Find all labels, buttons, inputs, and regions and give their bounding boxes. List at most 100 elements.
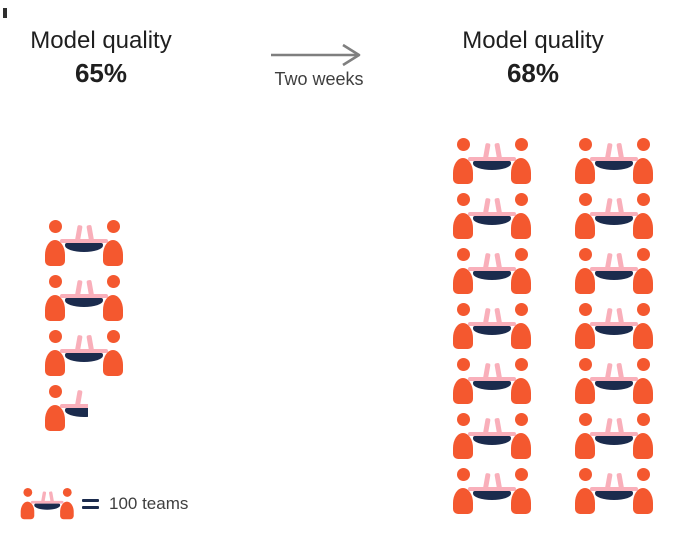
person-icon [45, 220, 65, 266]
meeting-table-icon [65, 407, 88, 417]
team-icon [44, 275, 124, 321]
laptop-screen-icon [48, 490, 54, 502]
meeting-table-icon [473, 380, 511, 390]
person-icon [575, 193, 595, 239]
laptop-screen-icon [494, 362, 502, 379]
laptop-screen-icon [616, 252, 624, 269]
meeting-table-icon [34, 503, 61, 510]
person-body [511, 488, 531, 514]
person-head [48, 220, 62, 233]
team-icon [20, 488, 74, 520]
person-body [103, 240, 123, 266]
person-body [575, 488, 595, 514]
meeting-table-icon [473, 435, 511, 445]
laptop-base-icon [590, 487, 638, 491]
person-icon [45, 385, 65, 431]
laptop-screen-icon [86, 279, 94, 296]
laptop-base-icon [468, 322, 516, 326]
person-head [48, 330, 62, 343]
person-body [103, 350, 123, 376]
team-icon [452, 358, 532, 404]
meeting-table-icon [595, 490, 633, 500]
left-quality-header: Model quality 65% [6, 26, 196, 89]
laptop-screen-icon [616, 417, 624, 434]
laptop-base-icon [468, 377, 516, 381]
person-body [633, 268, 653, 294]
person-head [514, 138, 528, 151]
person-icon [103, 330, 123, 376]
person-body [511, 378, 531, 404]
team-icon [452, 468, 532, 514]
person-icon [511, 468, 531, 514]
person-head [578, 138, 592, 151]
equals-icon [82, 499, 99, 509]
laptop-screen-icon [482, 197, 490, 214]
person-body [633, 323, 653, 349]
person-body [45, 240, 65, 266]
laptop-screen-icon [604, 142, 612, 159]
team-icon [44, 220, 124, 266]
left-quality-value: 65% [74, 58, 128, 88]
person-head [23, 488, 32, 497]
laptop-screen-icon [74, 389, 82, 406]
person-icon [453, 248, 473, 294]
person-icon [453, 138, 473, 184]
laptop-base-icon [468, 212, 516, 216]
right-quality-value: 68% [506, 58, 560, 88]
person-icon [453, 413, 473, 459]
person-body [633, 433, 653, 459]
person-icon [45, 275, 65, 321]
laptop-base-icon [30, 500, 64, 504]
laptop-base-icon [590, 212, 638, 216]
person-icon [45, 330, 65, 376]
person-body [453, 213, 473, 239]
person-body [453, 378, 473, 404]
person-head [514, 248, 528, 261]
person-body [633, 158, 653, 184]
laptop-screen-icon [494, 472, 502, 489]
person-head [106, 330, 120, 343]
laptop-screen-icon [616, 472, 624, 489]
person-icon [453, 358, 473, 404]
person-head [62, 488, 72, 497]
person-head [456, 413, 470, 426]
person-head [636, 138, 650, 151]
laptop-screen-icon [74, 279, 82, 296]
person-head [456, 193, 470, 206]
meeting-table-icon [473, 490, 511, 500]
person-head [578, 358, 592, 371]
person-body [511, 213, 531, 239]
person-head [514, 358, 528, 371]
person-body [45, 295, 65, 321]
right-team-grid [452, 138, 654, 514]
laptop-base-icon [60, 349, 108, 353]
right-arrow-icon [271, 43, 361, 67]
team-icon [574, 358, 654, 404]
person-icon [453, 193, 473, 239]
person-head [578, 303, 592, 316]
person-head [456, 468, 470, 481]
meeting-table-icon [473, 270, 511, 280]
laptop-screen-icon [616, 142, 624, 159]
person-body [453, 158, 473, 184]
person-body [633, 213, 653, 239]
person-icon [511, 358, 531, 404]
laptop-screen-icon [604, 362, 612, 379]
left-quality-title: Model quality [30, 27, 172, 54]
person-icon [575, 248, 595, 294]
laptop-screen-icon [494, 307, 502, 324]
laptop-base-icon [468, 487, 516, 491]
person-body [511, 158, 531, 184]
person-icon [20, 488, 35, 520]
person-body [453, 268, 473, 294]
laptop-base-icon [590, 377, 638, 381]
person-body [575, 158, 595, 184]
person-head [106, 275, 120, 288]
person-icon [575, 358, 595, 404]
person-body [453, 488, 473, 514]
person-head [456, 303, 470, 316]
person-icon [633, 358, 653, 404]
laptop-screen-icon [604, 252, 612, 269]
meeting-table-icon [473, 325, 511, 335]
legend-label: 100 teams [109, 494, 189, 513]
